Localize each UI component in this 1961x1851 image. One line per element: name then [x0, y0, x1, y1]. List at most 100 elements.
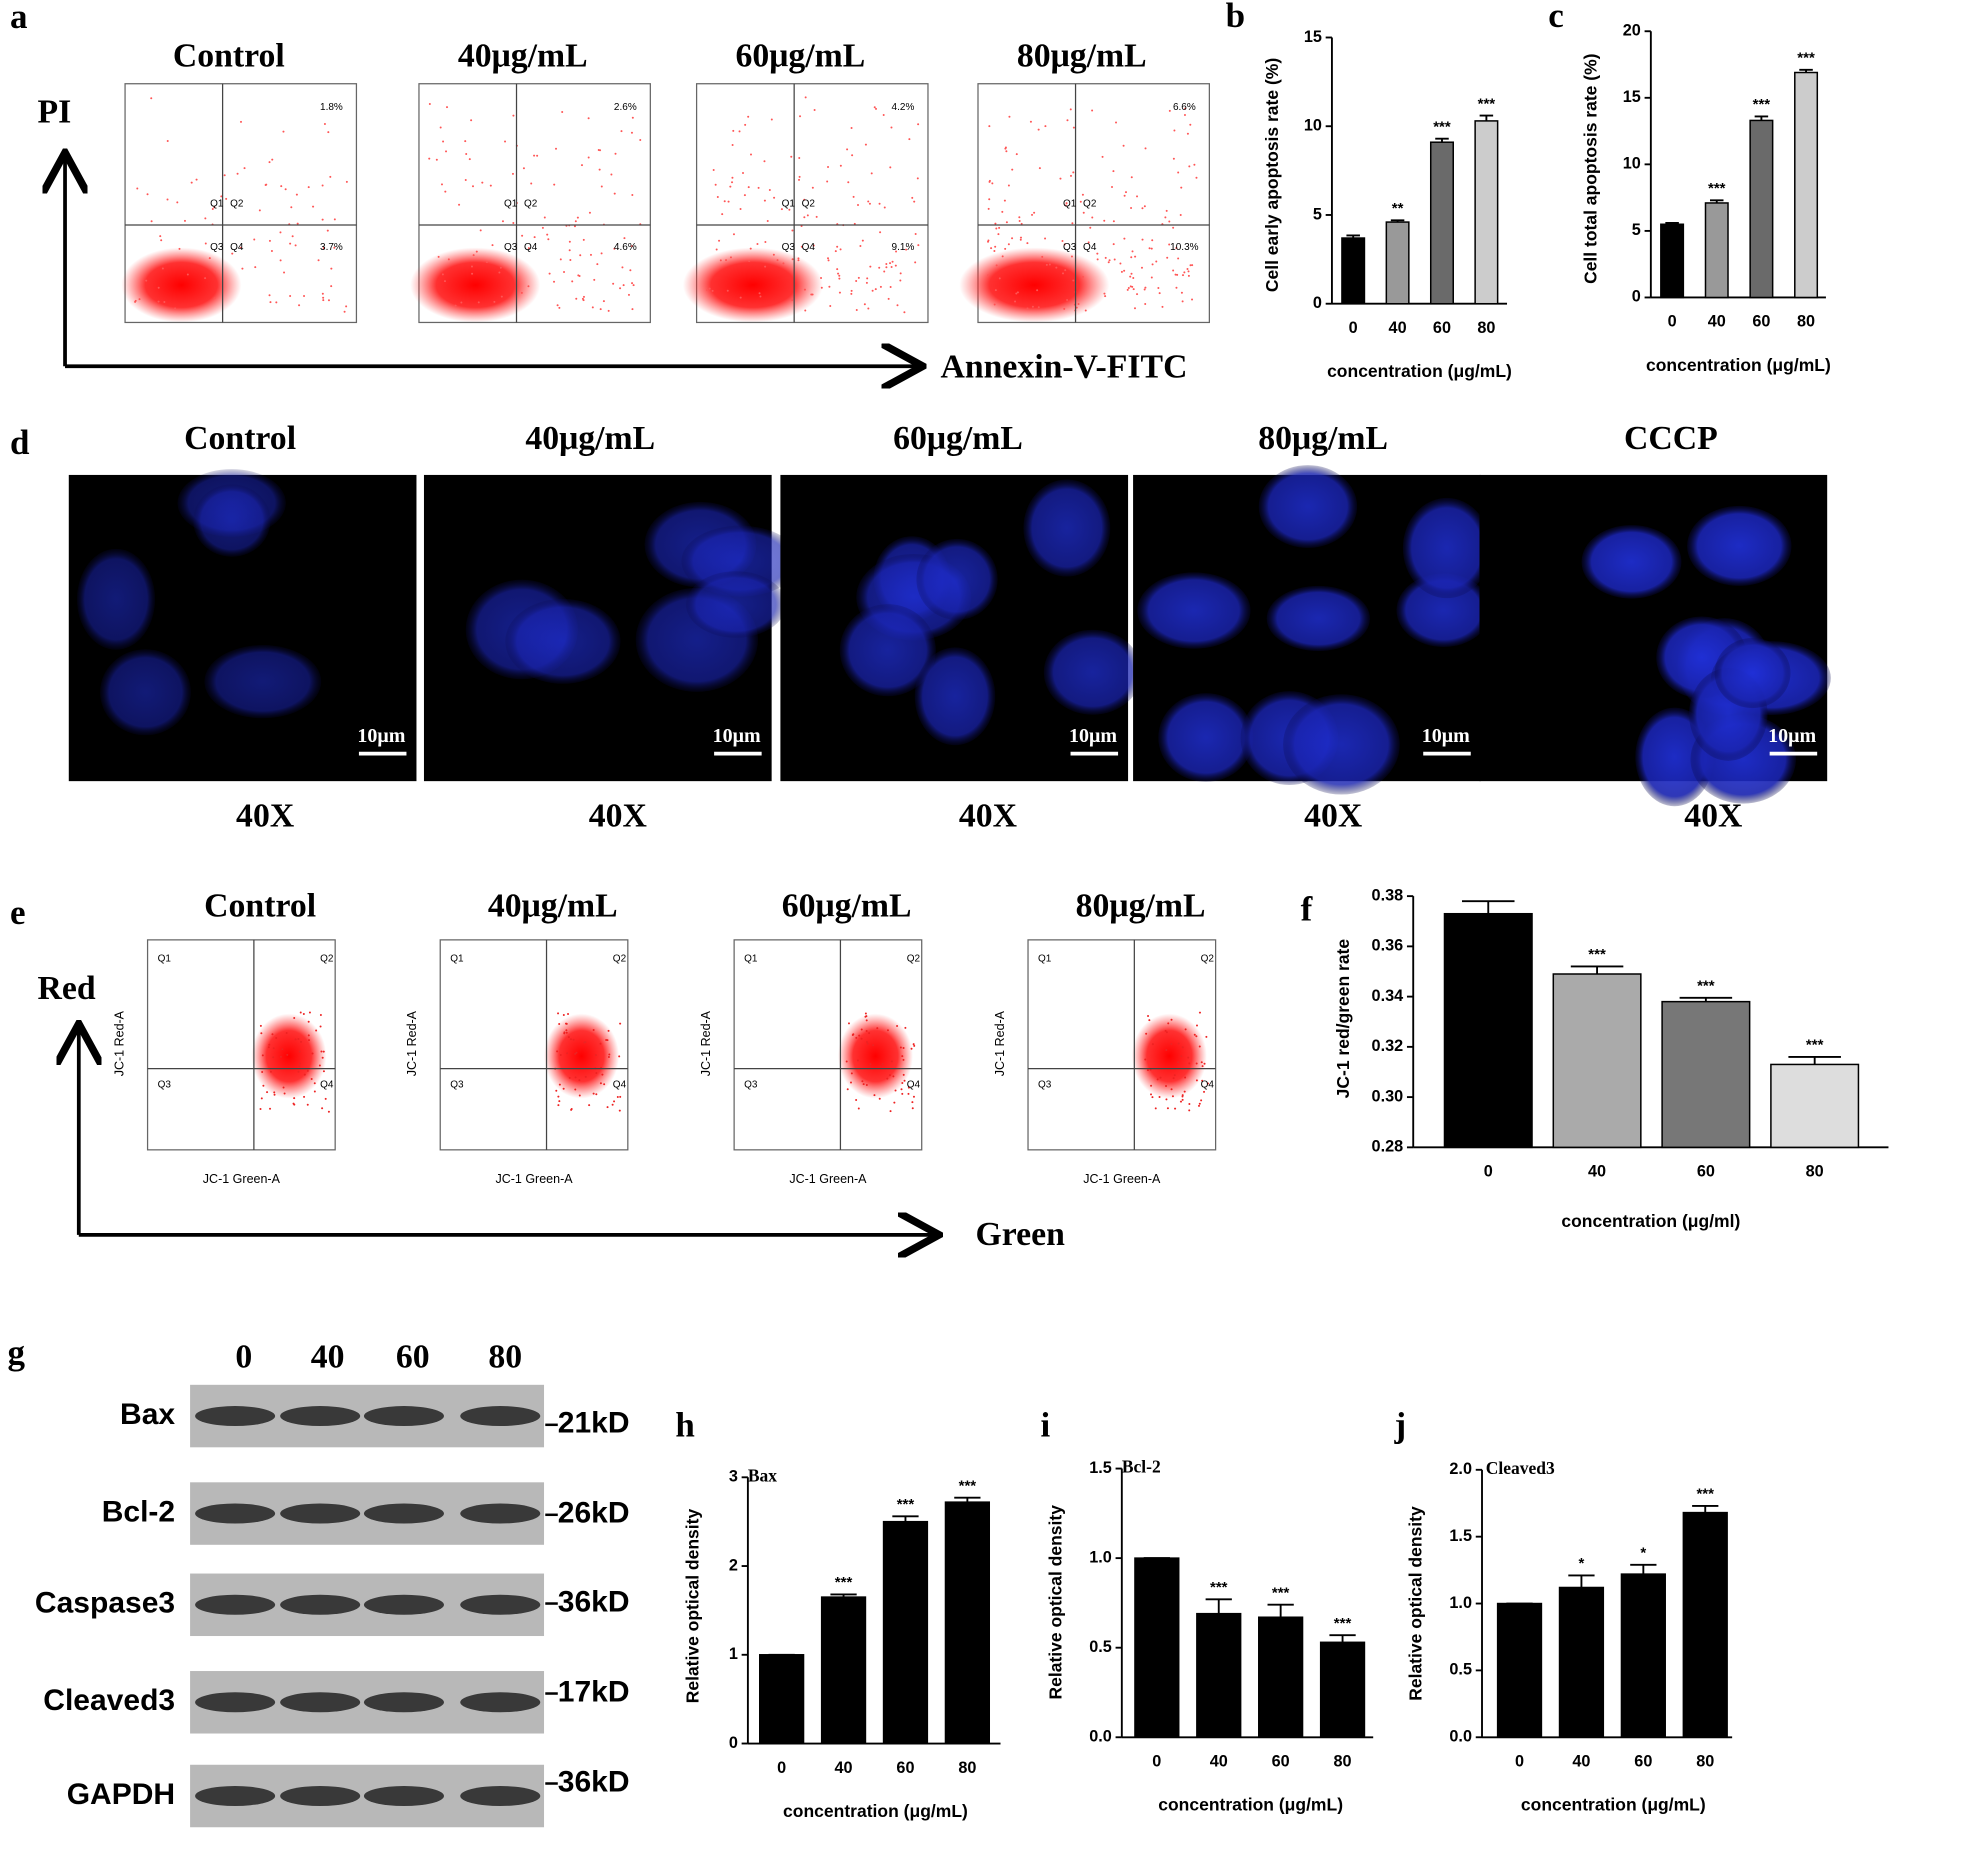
blot-band: [280, 1594, 361, 1615]
y-axis-title: Cell early apoptosis rate (%): [1262, 58, 1282, 292]
event-dot: [712, 168, 715, 171]
quadrant-label: Q1: [504, 198, 518, 209]
event-dot: [858, 1034, 861, 1037]
event-dot: [558, 1083, 561, 1086]
event-dot: [443, 280, 446, 283]
event-dot: [878, 1097, 881, 1100]
event-dot: [1148, 247, 1151, 250]
event-dot: [330, 285, 333, 288]
event-dot: [225, 197, 228, 200]
event-dot: [327, 1110, 330, 1113]
event-dot: [571, 280, 574, 283]
event-dot: [591, 306, 594, 309]
event-dot: [1181, 1046, 1184, 1049]
event-dot: [1184, 1076, 1187, 1079]
event-dot: [849, 1081, 852, 1084]
bar: [1443, 912, 1533, 1149]
x-tick-label: 40: [835, 1759, 853, 1777]
event-dot: [732, 129, 735, 132]
event-dot: [454, 304, 457, 307]
quadrant-label: Q3: [744, 1079, 758, 1090]
event-dot: [864, 1012, 867, 1015]
panel-title: CCCP: [1624, 420, 1718, 457]
event-dot: [1146, 1069, 1149, 1072]
quadrant-percent: 6.6%: [1173, 102, 1196, 113]
y-tick-label: 15: [1623, 88, 1641, 106]
event-dot: [727, 200, 730, 203]
event-dot: [1113, 258, 1116, 261]
event-dot: [607, 1029, 610, 1032]
protein-label: Cleaved3: [43, 1684, 175, 1717]
event-dot: [622, 284, 625, 287]
event-dot: [266, 1091, 269, 1094]
quadrant-label: Q2: [230, 198, 244, 209]
event-dot: [987, 240, 990, 243]
event-dot: [726, 289, 729, 292]
cell-cloud: [121, 247, 242, 323]
event-dot: [1172, 226, 1175, 229]
event-dot: [1201, 1065, 1204, 1068]
event-dot: [1018, 216, 1021, 219]
event-dot: [599, 308, 602, 311]
event-dot: [613, 1100, 616, 1103]
event-dot: [1198, 1011, 1201, 1014]
event-dot: [912, 1095, 915, 1098]
event-dot: [890, 265, 893, 268]
event-dot: [883, 206, 886, 209]
event-dot: [1126, 288, 1129, 291]
magnification: 40X: [1684, 797, 1742, 834]
event-dot: [588, 211, 591, 214]
quadrant-label: Q4: [802, 242, 816, 253]
event-dot: [888, 1074, 891, 1077]
event-dot: [639, 139, 642, 142]
event-dot: [491, 244, 494, 247]
panel-letter: e: [10, 893, 26, 932]
event-dot: [447, 258, 450, 261]
event-dot: [460, 301, 463, 304]
y-tick-label: 2.0: [1449, 1460, 1472, 1478]
event-dot: [885, 262, 888, 265]
event-dot: [1189, 123, 1192, 126]
event-dot: [1172, 1077, 1175, 1080]
event-dot: [914, 261, 917, 264]
bar: [1474, 120, 1499, 305]
error-bar: [1461, 900, 1515, 914]
event-dot: [577, 274, 580, 277]
event-dot: [1140, 266, 1143, 269]
event-dot: [1131, 250, 1134, 253]
event-dot: [558, 306, 561, 309]
event-dot: [322, 246, 325, 249]
event-dot: [997, 233, 1000, 236]
event-dot: [268, 1043, 271, 1046]
event-dot: [1195, 176, 1198, 179]
event-dot: [1151, 239, 1154, 242]
y-tick-label: 10: [1623, 155, 1641, 173]
event-dot: [569, 1038, 572, 1041]
event-dot: [254, 266, 257, 269]
event-dot: [872, 1044, 875, 1047]
event-dot: [850, 292, 853, 295]
event-dot: [803, 216, 806, 219]
event-dot: [731, 144, 734, 147]
x-tick-label: 60: [1752, 313, 1770, 331]
blot-band: [195, 1406, 276, 1427]
event-dot: [268, 239, 271, 242]
event-dot: [798, 175, 801, 178]
bar: [1794, 71, 1819, 299]
blot-band: [195, 1594, 276, 1615]
event-dot: [749, 153, 752, 156]
event-dot: [770, 118, 773, 121]
event-dot: [563, 1032, 566, 1035]
event-dot: [1104, 295, 1107, 298]
event-dot: [1150, 1093, 1153, 1096]
quadrant-label: Q3: [210, 242, 224, 253]
x-tick-label: 60: [1697, 1163, 1715, 1181]
event-dot: [903, 311, 906, 314]
panel-title: 80μg/mL: [1076, 887, 1206, 924]
event-dot: [471, 185, 474, 188]
event-dot: [530, 182, 533, 185]
axis-label: JC-1 Green-A: [203, 1172, 281, 1186]
blot-band: [363, 1503, 444, 1524]
event-dot: [804, 309, 807, 312]
panel-letter: g: [8, 1333, 26, 1372]
